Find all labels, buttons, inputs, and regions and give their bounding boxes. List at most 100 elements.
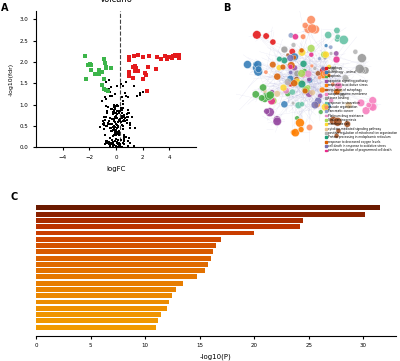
Point: [113, 127, 119, 133]
Point: [116, 110, 122, 116]
Point: [110, 125, 116, 130]
Point: [115, 144, 122, 149]
Point: [335, 128, 342, 134]
Point: [323, 43, 329, 48]
Point: [87, 61, 93, 67]
Point: [346, 103, 352, 108]
Point: [290, 130, 296, 135]
Point: [104, 88, 111, 94]
Point: [140, 76, 146, 82]
Point: [142, 70, 148, 76]
Point: [124, 117, 130, 123]
Point: [92, 71, 98, 77]
Point: [100, 121, 107, 126]
Point: [170, 53, 176, 59]
Point: [287, 76, 294, 82]
Point: [120, 117, 127, 123]
Point: [110, 111, 116, 117]
Point: [111, 108, 118, 113]
Point: [121, 136, 128, 142]
X-axis label: -log10(P): -log10(P): [200, 354, 232, 360]
Point: [140, 55, 146, 60]
Point: [120, 99, 126, 104]
Point: [103, 109, 110, 114]
Point: [109, 133, 116, 139]
Point: [370, 97, 376, 103]
Point: [290, 42, 297, 48]
Point: [116, 108, 123, 114]
Point: [108, 129, 114, 134]
Point: [114, 115, 120, 121]
Point: [289, 89, 296, 95]
Point: [115, 103, 122, 109]
Point: [320, 66, 326, 71]
Point: [126, 122, 133, 128]
Point: [288, 32, 294, 38]
Point: [300, 34, 306, 40]
Point: [287, 55, 294, 61]
Point: [308, 45, 314, 51]
Point: [117, 143, 123, 149]
Point: [298, 70, 305, 76]
Point: [102, 132, 108, 138]
Point: [118, 94, 125, 100]
Point: [305, 85, 311, 91]
Point: [266, 93, 272, 99]
Point: [294, 79, 300, 84]
Point: [111, 103, 118, 108]
Point: [299, 81, 305, 87]
Point: [333, 57, 340, 62]
Point: [106, 118, 112, 124]
Point: [106, 77, 113, 83]
Point: [300, 61, 307, 67]
Point: [173, 53, 180, 59]
Point: [124, 111, 130, 117]
Point: [135, 68, 142, 74]
Point: [126, 69, 132, 75]
Point: [112, 105, 118, 110]
Point: [116, 118, 123, 124]
Point: [106, 115, 113, 121]
Point: [270, 39, 276, 45]
Bar: [36, 268, 205, 273]
Point: [99, 69, 106, 75]
Point: [154, 54, 160, 60]
Point: [120, 101, 126, 107]
Point: [254, 32, 260, 38]
Point: [102, 87, 109, 93]
Point: [104, 110, 111, 116]
Point: [334, 34, 341, 40]
Point: [108, 121, 115, 127]
Point: [109, 106, 115, 112]
Bar: [36, 237, 222, 242]
Point: [114, 102, 120, 108]
Point: [131, 83, 137, 89]
Point: [285, 52, 291, 58]
Point: [253, 65, 260, 71]
Point: [337, 88, 344, 93]
Point: [158, 56, 164, 61]
Point: [312, 27, 318, 32]
Point: [335, 83, 342, 89]
Point: [119, 123, 126, 129]
Point: [110, 127, 116, 133]
Point: [111, 104, 117, 109]
Point: [126, 57, 132, 62]
Point: [116, 117, 122, 123]
Point: [101, 126, 107, 132]
Point: [264, 108, 270, 114]
Point: [110, 139, 116, 145]
Point: [276, 65, 282, 70]
Point: [100, 56, 107, 62]
Point: [130, 75, 136, 81]
Point: [143, 88, 150, 93]
X-axis label: logFC: logFC: [106, 166, 126, 171]
Point: [124, 114, 131, 120]
Point: [318, 109, 324, 115]
Point: [309, 63, 315, 69]
Point: [112, 104, 118, 110]
Point: [274, 74, 280, 79]
Point: [340, 37, 347, 43]
Point: [96, 67, 102, 73]
Point: [299, 101, 305, 107]
